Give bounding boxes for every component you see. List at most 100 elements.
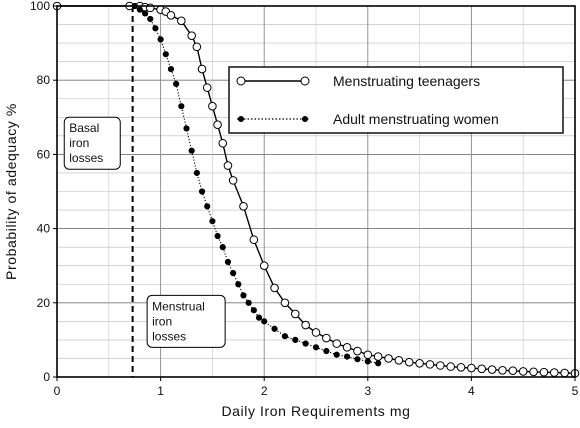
data-point	[198, 188, 206, 195]
annotation-text: Basal iron losses	[69, 121, 103, 165]
data-point	[375, 360, 382, 367]
data-point	[223, 161, 233, 170]
data-point	[333, 351, 340, 358]
data-point	[404, 357, 414, 367]
series	[52, 1, 580, 378]
data-point	[363, 350, 373, 360]
data-point	[539, 367, 549, 377]
data-point	[477, 364, 487, 374]
data-point	[259, 261, 269, 271]
data-point	[281, 333, 289, 340]
data-point	[218, 138, 228, 148]
y-tick-label: 100	[30, 0, 50, 13]
data-point	[280, 298, 290, 308]
data-point	[354, 356, 361, 363]
data-point	[240, 292, 247, 299]
data-point	[228, 176, 238, 185]
data-point	[518, 367, 528, 376]
data-point	[192, 42, 202, 52]
data-point	[498, 366, 507, 375]
y-axis-label: Probability of adequacy %	[3, 103, 19, 280]
data-point	[202, 83, 212, 92]
data-point	[197, 64, 207, 74]
data-point	[166, 10, 176, 20]
data-point	[456, 363, 466, 372]
data-point	[230, 270, 237, 277]
annotation-box	[63, 116, 121, 170]
data-point	[209, 218, 216, 225]
data-point	[271, 325, 278, 332]
data-point	[342, 343, 352, 352]
data-point	[173, 80, 180, 88]
data-point	[204, 203, 211, 210]
data-point	[302, 340, 309, 347]
data-point	[301, 320, 310, 330]
data-point	[193, 169, 200, 177]
data-point	[332, 339, 342, 348]
data-point	[261, 318, 268, 325]
legend-marker	[236, 76, 246, 86]
data-point	[311, 328, 321, 337]
data-point	[467, 363, 476, 373]
y-tick-label: 40	[37, 222, 51, 236]
legend-box	[228, 66, 564, 134]
data-point	[508, 366, 518, 375]
data-point	[213, 120, 222, 130]
data-point	[187, 31, 196, 40]
data-point	[162, 51, 169, 58]
legend-label-1: Menstruating teenagers	[333, 73, 480, 89]
data-point	[364, 358, 371, 365]
x-tick-label: 2	[261, 384, 268, 398]
data-point	[224, 258, 232, 266]
legend: Menstruating teenagers Adult menstruating…	[228, 66, 564, 134]
data-point	[219, 244, 226, 251]
data-point	[560, 368, 569, 378]
x-tick-label: 3	[364, 384, 371, 398]
x-tick-label: 4	[468, 384, 475, 398]
data-point	[235, 281, 242, 288]
data-point	[373, 352, 383, 361]
annotation-line: Basal	[69, 121, 99, 135]
data-point	[322, 333, 331, 343]
data-point	[145, 3, 155, 13]
data-point	[353, 346, 362, 356]
data-point	[529, 367, 538, 377]
x-tick-label: 0	[54, 384, 61, 398]
x-tick-label: 5	[572, 384, 579, 398]
data-point	[188, 147, 195, 154]
data-point	[343, 353, 351, 360]
annotation-line: Menstrual	[152, 299, 205, 313]
x-axis-label: Daily Iron Requirements mg	[221, 403, 410, 419]
axes: 0 20 40 60 80 100 0 1 2 3 4 5 Daily Iron Requirement…	[3, 0, 579, 419]
annotation-line: iron	[152, 314, 172, 328]
data-point	[270, 283, 279, 293]
x-tick-label: 1	[157, 384, 164, 398]
data-point	[255, 314, 263, 321]
data-point	[141, 10, 149, 17]
data-point	[178, 103, 185, 110]
data-point	[239, 202, 248, 211]
legend-label-2: Adult menstruating women	[333, 111, 499, 127]
data-point	[292, 336, 299, 344]
data-point	[446, 362, 455, 371]
data-point	[167, 65, 175, 73]
data-point	[157, 36, 164, 43]
data-point	[394, 356, 404, 365]
data-point	[147, 15, 154, 23]
y-tick-label: 0	[43, 370, 50, 384]
data-point	[290, 309, 300, 319]
data-point	[250, 307, 257, 314]
data-point	[323, 347, 330, 355]
data-point	[208, 101, 217, 111]
annotation-line: losses	[69, 151, 103, 165]
data-point	[415, 358, 424, 368]
annotation-line: iron	[69, 136, 89, 150]
data-point	[136, 6, 143, 13]
plot-frame	[56, 5, 576, 378]
legend-marker	[300, 76, 310, 86]
annotation-text: Menstrual iron losses	[152, 299, 205, 343]
data-point	[549, 368, 559, 377]
data-point	[177, 16, 186, 26]
data-point	[214, 232, 221, 240]
